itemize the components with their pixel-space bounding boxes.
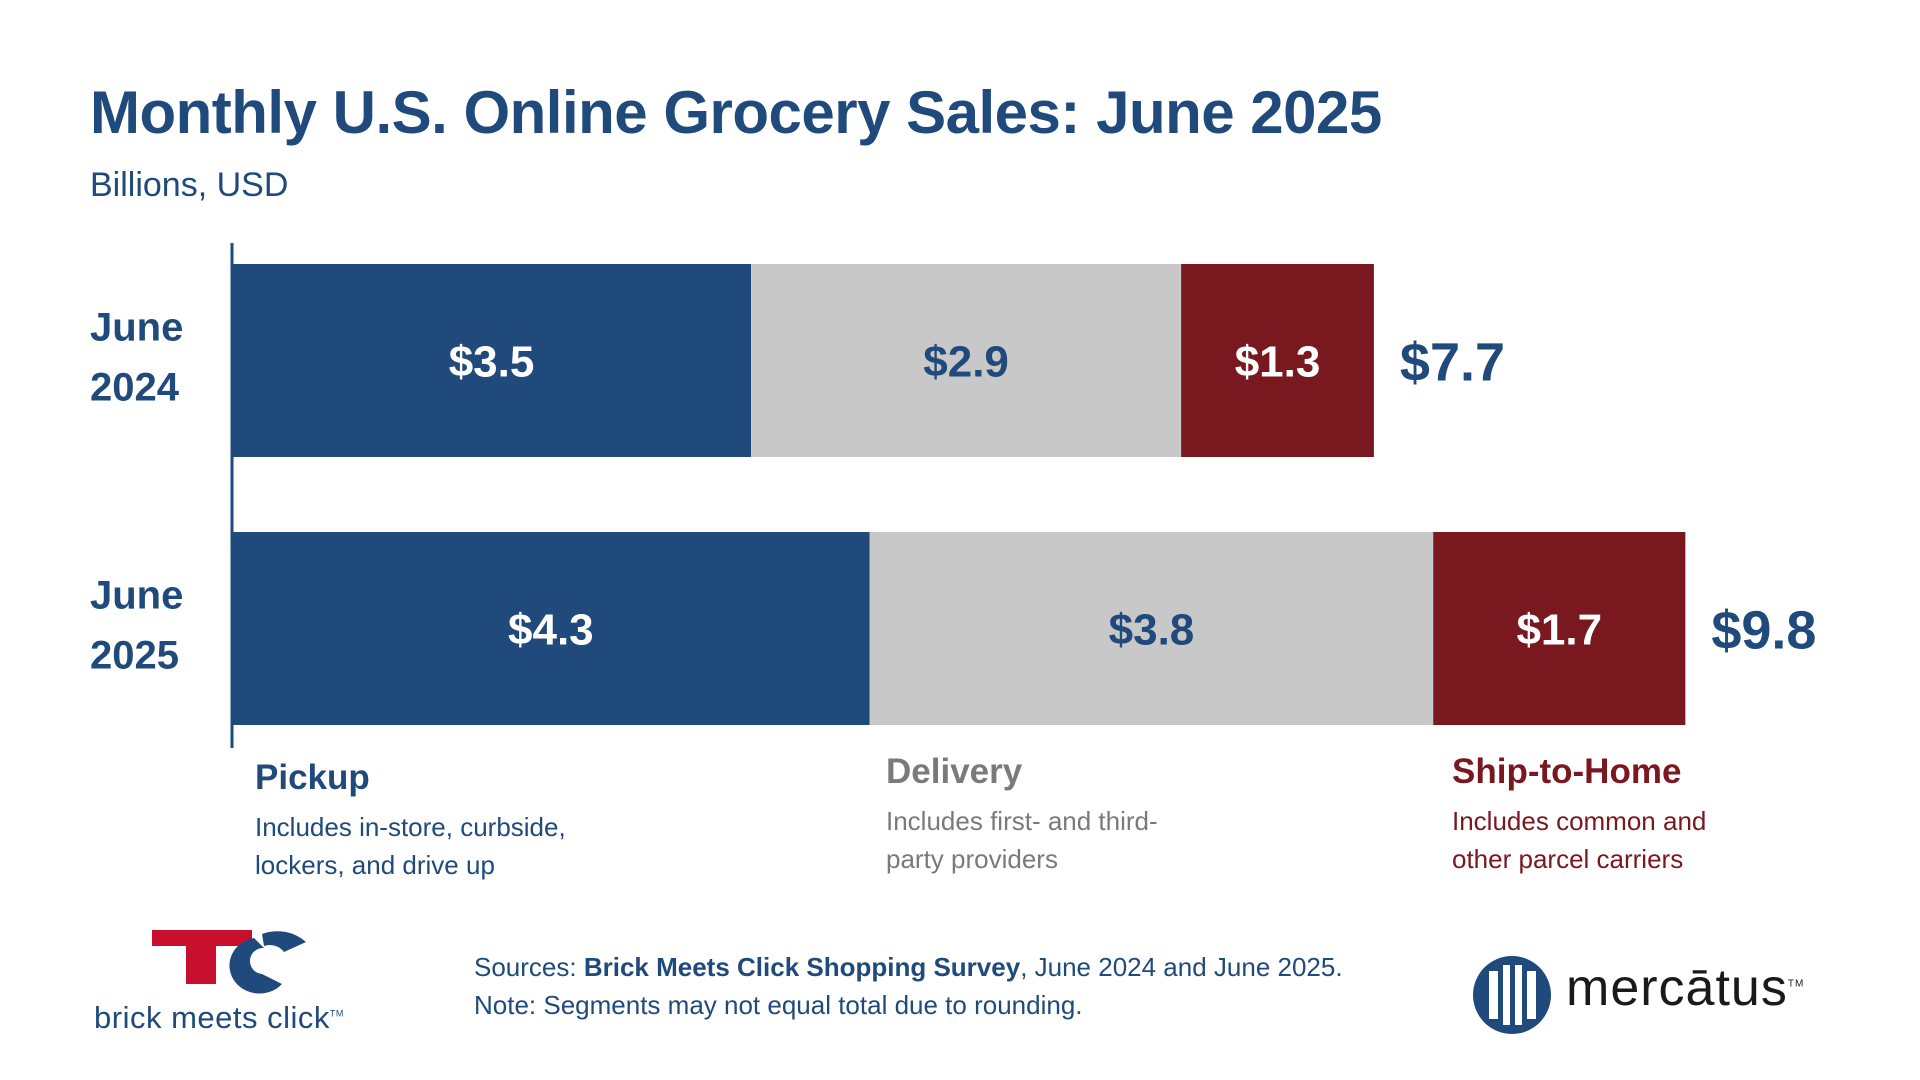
legend-label-ship-to-home: Ship-to-Home (1452, 752, 1682, 791)
legend-desc-line: Includes first- and third- (886, 806, 1158, 836)
legend-desc-line: Includes in-store, curbside, (255, 812, 566, 842)
data-label: $1.3 (1235, 338, 1321, 387)
data-label: $4.3 (508, 606, 594, 655)
data-label: $3.5 (449, 338, 535, 387)
total-label: $9.8 (1711, 601, 1816, 661)
legend-item-pickup: Pickup Includes in-store, curbside, lock… (255, 758, 595, 884)
brick-meets-click-wordmark: brick meets clickTM (94, 1000, 344, 1035)
category-label: June 2024 (90, 306, 183, 410)
sources-note: Sources: Brick Meets Click Shopping Surv… (474, 948, 1343, 1024)
bar-segment-pickup (232, 264, 752, 457)
mercatus-logo-icon (1473, 956, 1551, 1034)
mercatus-wordmark: mercātusTM (1566, 959, 1805, 1017)
legend-desc-line: other parcel carriers (1452, 844, 1684, 874)
legend-desc-delivery: Includes first- and third- party provide… (886, 802, 1226, 878)
bar-segment-delivery (751, 264, 1182, 457)
data-label: $3.8 (1109, 606, 1195, 655)
legend-desc-pickup: Includes in-store, curbside, lockers, an… (255, 808, 595, 884)
brick-meets-click-logo (152, 930, 306, 994)
total-label: $7.7 (1400, 333, 1505, 393)
bar-segment-ship-to-home (1433, 532, 1686, 725)
bar-segment-delivery (869, 532, 1434, 725)
legend-desc-ship-to-home: Includes common and other parcel carrier… (1452, 802, 1792, 878)
legend-desc-line: Includes common and (1452, 806, 1707, 836)
legend-desc-line: lockers, and drive up (255, 850, 495, 880)
legend-desc-line: party providers (886, 844, 1058, 874)
legend-label-delivery: Delivery (886, 752, 1023, 791)
bar-segment-pickup (232, 532, 870, 725)
legend-item-ship-to-home: Ship-to-Home Includes common and other p… (1452, 752, 1792, 878)
rounding-note: Note: Segments may not equal total due t… (474, 990, 1083, 1020)
bar-segment-ship-to-home (1181, 264, 1374, 457)
legend-item-delivery: Delivery Includes first- and third- part… (886, 752, 1226, 878)
legend-label-pickup: Pickup (255, 758, 370, 797)
chart-title: Monthly U.S. Online Grocery Sales: June … (90, 79, 1382, 146)
data-label: $1.7 (1516, 606, 1602, 655)
category-label: June 2025 (90, 574, 183, 678)
sources-line: Sources: Brick Meets Click Shopping Surv… (474, 952, 1343, 982)
chart-subtitle: Billions, USD (90, 166, 289, 204)
data-label: $2.9 (923, 338, 1009, 387)
